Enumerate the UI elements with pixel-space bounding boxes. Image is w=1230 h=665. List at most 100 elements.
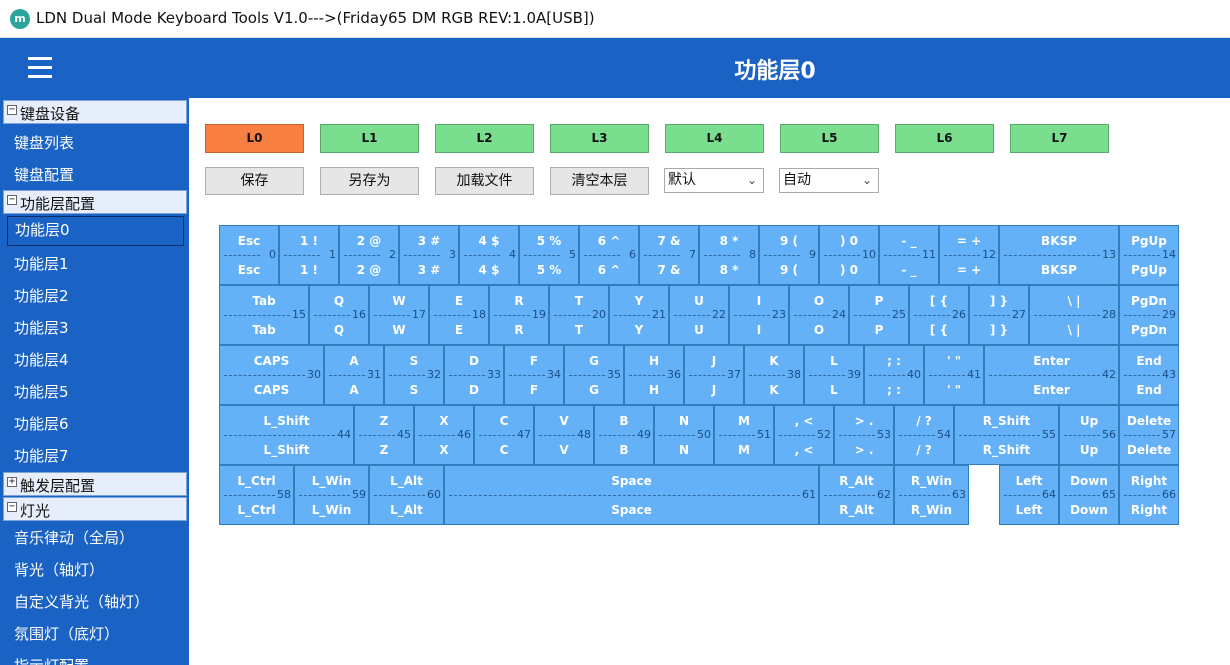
key-39[interactable]: L 39 L <box>804 345 864 405</box>
key-58[interactable]: L_Ctrl 58 L_Ctrl <box>219 465 294 525</box>
load-file-button[interactable]: 加载文件 <box>435 167 534 195</box>
sidebar-item[interactable]: 背光（轴灯） <box>14 561 105 579</box>
sidebar-item[interactable]: 指示灯配置 <box>0 651 189 665</box>
key-26[interactable]: [ {26[ { <box>909 285 969 345</box>
key-51[interactable]: M 51 M <box>714 405 774 465</box>
layer-button-l4[interactable]: L4 <box>665 124 764 153</box>
key-15[interactable]: Tab 15 Tab <box>219 285 309 345</box>
key-24[interactable]: O 24 O <box>789 285 849 345</box>
key-1[interactable]: 1 ! 1 1 ! <box>279 225 339 285</box>
key-11[interactable]: - _ 11 - _ <box>879 225 939 285</box>
speed-select[interactable]: 自动 ⌄ <box>779 168 879 193</box>
key-3[interactable]: 3 # 3 3 # <box>399 225 459 285</box>
sidebar-group[interactable]: − 功能层配置 <box>3 190 187 214</box>
key-54[interactable]: / ? 54 / ? <box>894 405 954 465</box>
key-34[interactable]: F 34 F <box>504 345 564 405</box>
key-12[interactable]: = +12 = + <box>939 225 999 285</box>
sidebar-item[interactable]: 音乐律动（全局） <box>14 529 135 547</box>
key-2[interactable]: 2 @ 2 2 @ <box>339 225 399 285</box>
key-13[interactable]: BKSP 13 BKSP <box>999 225 1119 285</box>
key-19[interactable]: R 19 R <box>489 285 549 345</box>
key-14[interactable]: PgUp 14 PgUp <box>1119 225 1179 285</box>
key-36[interactable]: H 36 H <box>624 345 684 405</box>
key-9[interactable]: 9 (9 9 ( <box>759 225 819 285</box>
key-0[interactable]: Esc 0 Esc <box>219 225 279 285</box>
key-64[interactable]: Left 64 Left <box>999 465 1059 525</box>
layer-button-l0[interactable]: L0 <box>205 124 304 153</box>
key-41[interactable]: ' " 41 ' " <box>924 345 984 405</box>
key-28[interactable]: \ | 28 \ | <box>1029 285 1119 345</box>
key-21[interactable]: Y 21 Y <box>609 285 669 345</box>
key-16[interactable]: Q 16 Q <box>309 285 369 345</box>
key-30[interactable]: CAPS 30 CAPS <box>219 345 324 405</box>
key-40[interactable]: ; : 40 ; : <box>864 345 924 405</box>
key-56[interactable]: Up 56 Up <box>1059 405 1119 465</box>
key-4[interactable]: 4 $ 4 4 $ <box>459 225 519 285</box>
key-23[interactable]: I 23 I <box>729 285 789 345</box>
sidebar-item[interactable]: 键盘列表 <box>14 134 75 152</box>
save-as-button[interactable]: 另存为 <box>320 167 419 195</box>
key-31[interactable]: A 31 A <box>324 345 384 405</box>
collapse-icon[interactable]: − <box>7 501 17 512</box>
key-55[interactable]: R_Shift 55 R_Shift <box>954 405 1059 465</box>
sidebar-item[interactable]: 自定义背光（轴灯） <box>14 593 150 611</box>
sidebar-item[interactable]: 键盘配置 <box>14 166 75 184</box>
sidebar-item[interactable]: 功能层4 <box>14 351 69 369</box>
key-66[interactable]: Right 66 Right <box>1119 465 1179 525</box>
sidebar-item[interactable]: 功能层1 <box>14 255 69 273</box>
layer-button-l2[interactable]: L2 <box>435 124 534 153</box>
key-59[interactable]: L_Win 59 L_Win <box>294 465 369 525</box>
layer-button-l1[interactable]: L1 <box>320 124 419 153</box>
key-38[interactable]: K 38 K <box>744 345 804 405</box>
expand-icon[interactable]: + <box>7 476 17 487</box>
key-44[interactable]: L_Shift 44 L_Shift <box>219 405 354 465</box>
key-5[interactable]: 5 % 5 5 % <box>519 225 579 285</box>
sidebar-item-selected[interactable]: 功能层0 <box>7 216 184 246</box>
mode-select[interactable]: 默认 ⌄ <box>664 168 764 193</box>
key-6[interactable]: 6 ^ 6 6 ^ <box>579 225 639 285</box>
key-35[interactable]: G 35 G <box>564 345 624 405</box>
key-63[interactable]: R_Win 63 R_Win <box>894 465 969 525</box>
layer-button-l3[interactable]: L3 <box>550 124 649 153</box>
layer-button-l6[interactable]: L6 <box>895 124 994 153</box>
sidebar-item[interactable]: 氛围灯（底灯） <box>14 625 120 643</box>
sidebar-item[interactable]: 功能层5 <box>14 383 69 401</box>
sidebar-item[interactable]: 功能层7 <box>14 447 69 465</box>
collapse-icon[interactable]: − <box>7 104 17 115</box>
key-48[interactable]: V 48 V <box>534 405 594 465</box>
key-20[interactable]: T 20 T <box>549 285 609 345</box>
key-22[interactable]: U 22 U <box>669 285 729 345</box>
key-53[interactable]: > . 53 > . <box>834 405 894 465</box>
save-button[interactable]: 保存 <box>205 167 304 195</box>
key-32[interactable]: S 32 S <box>384 345 444 405</box>
key-10[interactable]: ) 0 10) 0 <box>819 225 879 285</box>
sidebar-item[interactable]: 功能层3 <box>14 319 69 337</box>
key-37[interactable]: J 37 J <box>684 345 744 405</box>
sidebar-group[interactable]: − 键盘设备 <box>3 100 187 124</box>
key-65[interactable]: Down 65 Down <box>1059 465 1119 525</box>
key-43[interactable]: End 43 End <box>1119 345 1179 405</box>
key-57[interactable]: Delete 57 Delete <box>1119 405 1179 465</box>
key-45[interactable]: Z 45 Z <box>354 405 414 465</box>
sidebar-group[interactable]: + 触发层配置 <box>3 472 187 496</box>
key-62[interactable]: R_Alt 62 R_Alt <box>819 465 894 525</box>
key-47[interactable]: C 47 C <box>474 405 534 465</box>
key-50[interactable]: N 50 N <box>654 405 714 465</box>
key-60[interactable]: L_Alt 60 L_Alt <box>369 465 444 525</box>
key-8[interactable]: 8 * 8 8 * <box>699 225 759 285</box>
layer-button-l7[interactable]: L7 <box>1010 124 1109 153</box>
key-61[interactable]: Space 61 Space <box>444 465 819 525</box>
key-49[interactable]: B 49 B <box>594 405 654 465</box>
key-46[interactable]: X 46 X <box>414 405 474 465</box>
key-29[interactable]: PgDn 29 PgDn <box>1119 285 1179 345</box>
sidebar-item[interactable]: 功能层2 <box>14 287 69 305</box>
clear-layer-button[interactable]: 清空本层 <box>550 167 649 195</box>
sidebar-item[interactable]: 功能层6 <box>14 415 69 433</box>
key-17[interactable]: W 17 W <box>369 285 429 345</box>
key-27[interactable]: ] } 27] } <box>969 285 1029 345</box>
key-52[interactable]: , <52, < <box>774 405 834 465</box>
key-25[interactable]: P 25 P <box>849 285 909 345</box>
collapse-icon[interactable]: − <box>7 194 17 205</box>
sidebar-group[interactable]: − 灯光 <box>3 497 187 521</box>
key-7[interactable]: 7 & 7 7 & <box>639 225 699 285</box>
